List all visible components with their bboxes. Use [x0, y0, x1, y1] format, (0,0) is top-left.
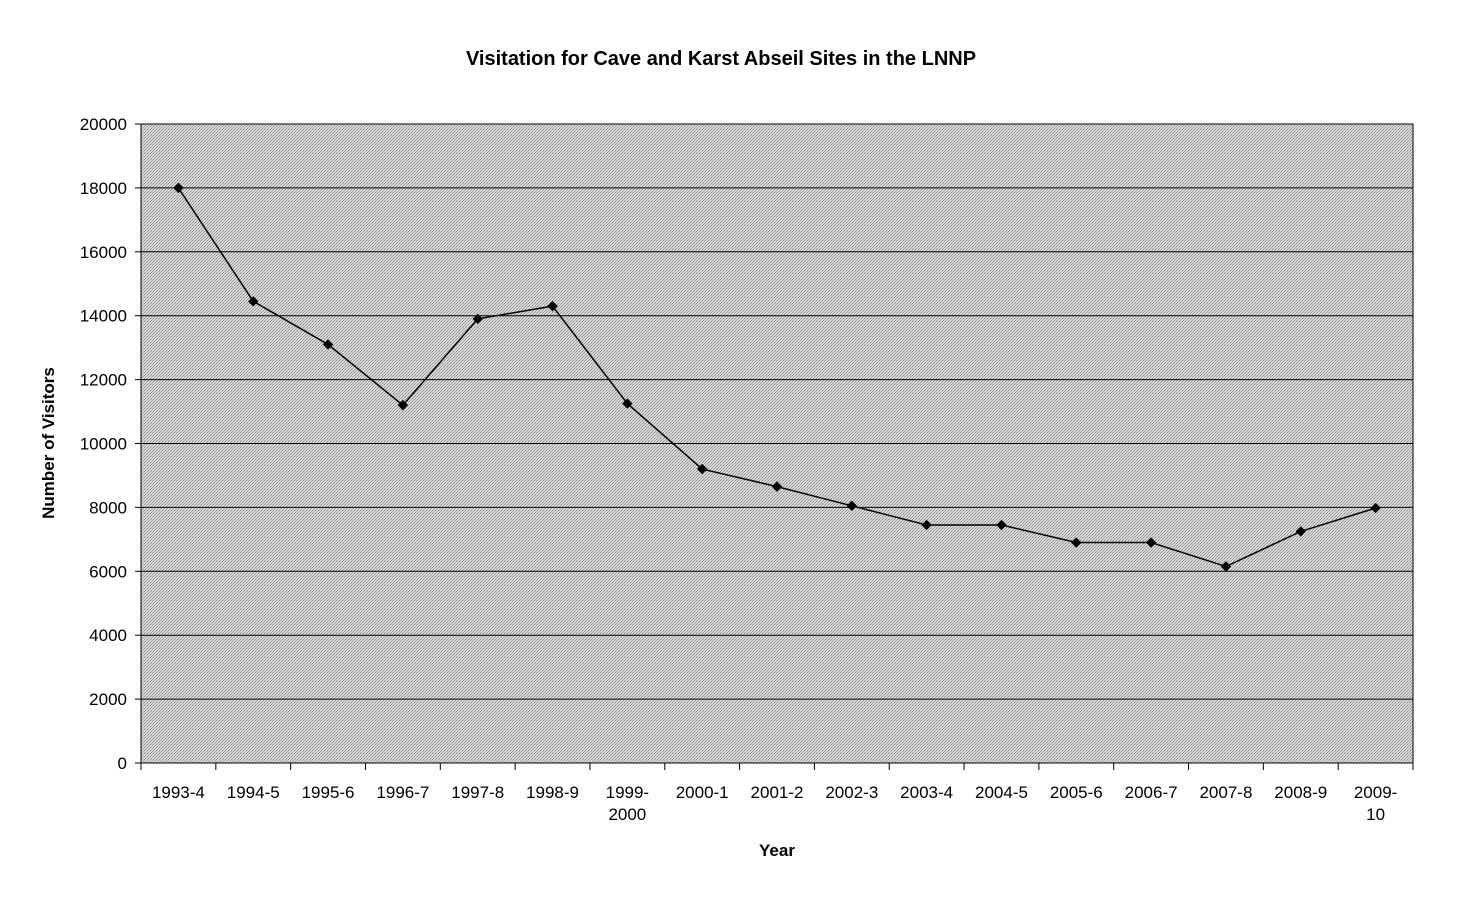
- data-point-marker: [397, 399, 409, 411]
- x-tick-label: 1993-4: [152, 783, 205, 802]
- x-tick-label: 2000-1: [676, 783, 729, 802]
- x-tick-label: 1999-2000: [606, 783, 649, 824]
- y-axis-title: Number of Visitors: [39, 367, 58, 519]
- x-tick-label: 2002-3: [825, 783, 878, 802]
- data-point-marker: [846, 500, 858, 512]
- x-axis-title: Year: [759, 841, 795, 860]
- x-tick-label: 1995-6: [302, 783, 355, 802]
- chart-title: Visitation for Cave and Karst Abseil Sit…: [466, 48, 976, 70]
- data-point-marker: [771, 481, 783, 492]
- data-markers: [173, 182, 1381, 572]
- data-point-marker: [696, 463, 708, 475]
- y-tick-label: 8000: [89, 498, 127, 517]
- x-tick-label: 1994-5: [227, 783, 280, 802]
- plot-border: [140, 123, 1414, 764]
- data-point-marker: [547, 300, 558, 312]
- y-tick-label: 10000: [80, 435, 127, 454]
- x-tick-labels: 1993-4 1994-5 1995-6 1996-7 1997-8 1998-9 1999…: [152, 783, 1397, 824]
- data-point-marker: [1220, 561, 1232, 572]
- y-tick-labels: 0 2000 4000 6000 8000 10000 12000 14000 16000 180…: [80, 115, 127, 773]
- data-point-marker: [173, 182, 184, 194]
- x-tick-label: 2008-9: [1274, 783, 1327, 802]
- data-point-marker: [622, 398, 633, 409]
- axes: [135, 123, 1414, 770]
- data-point-marker: [1295, 526, 1306, 537]
- data-point-marker: [1071, 537, 1082, 548]
- x-tick-label: 2003-4: [900, 783, 953, 802]
- y-tick-label: 14000: [80, 307, 127, 326]
- y-tick-label: 12000: [80, 371, 127, 390]
- data-point-marker: [1370, 502, 1381, 514]
- data-point-marker: [1145, 537, 1157, 548]
- x-tick-label: 2009-10: [1354, 783, 1397, 824]
- y-tick-label: 0: [118, 754, 127, 773]
- data-point-marker: [996, 519, 1007, 531]
- x-tick-label: 2004-5: [975, 783, 1028, 802]
- data-point-marker: [248, 296, 259, 307]
- y-tick-label: 20000: [80, 115, 127, 134]
- x-tick-label: 2005-6: [1050, 783, 1103, 802]
- data-point-marker: [322, 339, 334, 350]
- data-point-marker: [921, 519, 932, 531]
- y-tick-label: 4000: [89, 626, 127, 645]
- x-tick-label: 2006-7: [1125, 783, 1178, 802]
- x-tick-label: 1998-9: [526, 783, 579, 802]
- x-tick-label: 1996-7: [376, 783, 429, 802]
- y-tick-label: 6000: [89, 562, 127, 581]
- data-point-marker: [472, 313, 483, 325]
- y-tick-label: 18000: [80, 179, 127, 198]
- x-tick-label: 2007-8: [1199, 783, 1252, 802]
- x-tick-label: 2001-2: [751, 783, 804, 802]
- y-tick-label: 2000: [89, 690, 127, 709]
- x-tick-label: 1997-8: [451, 783, 504, 802]
- y-tick-label: 16000: [80, 243, 127, 262]
